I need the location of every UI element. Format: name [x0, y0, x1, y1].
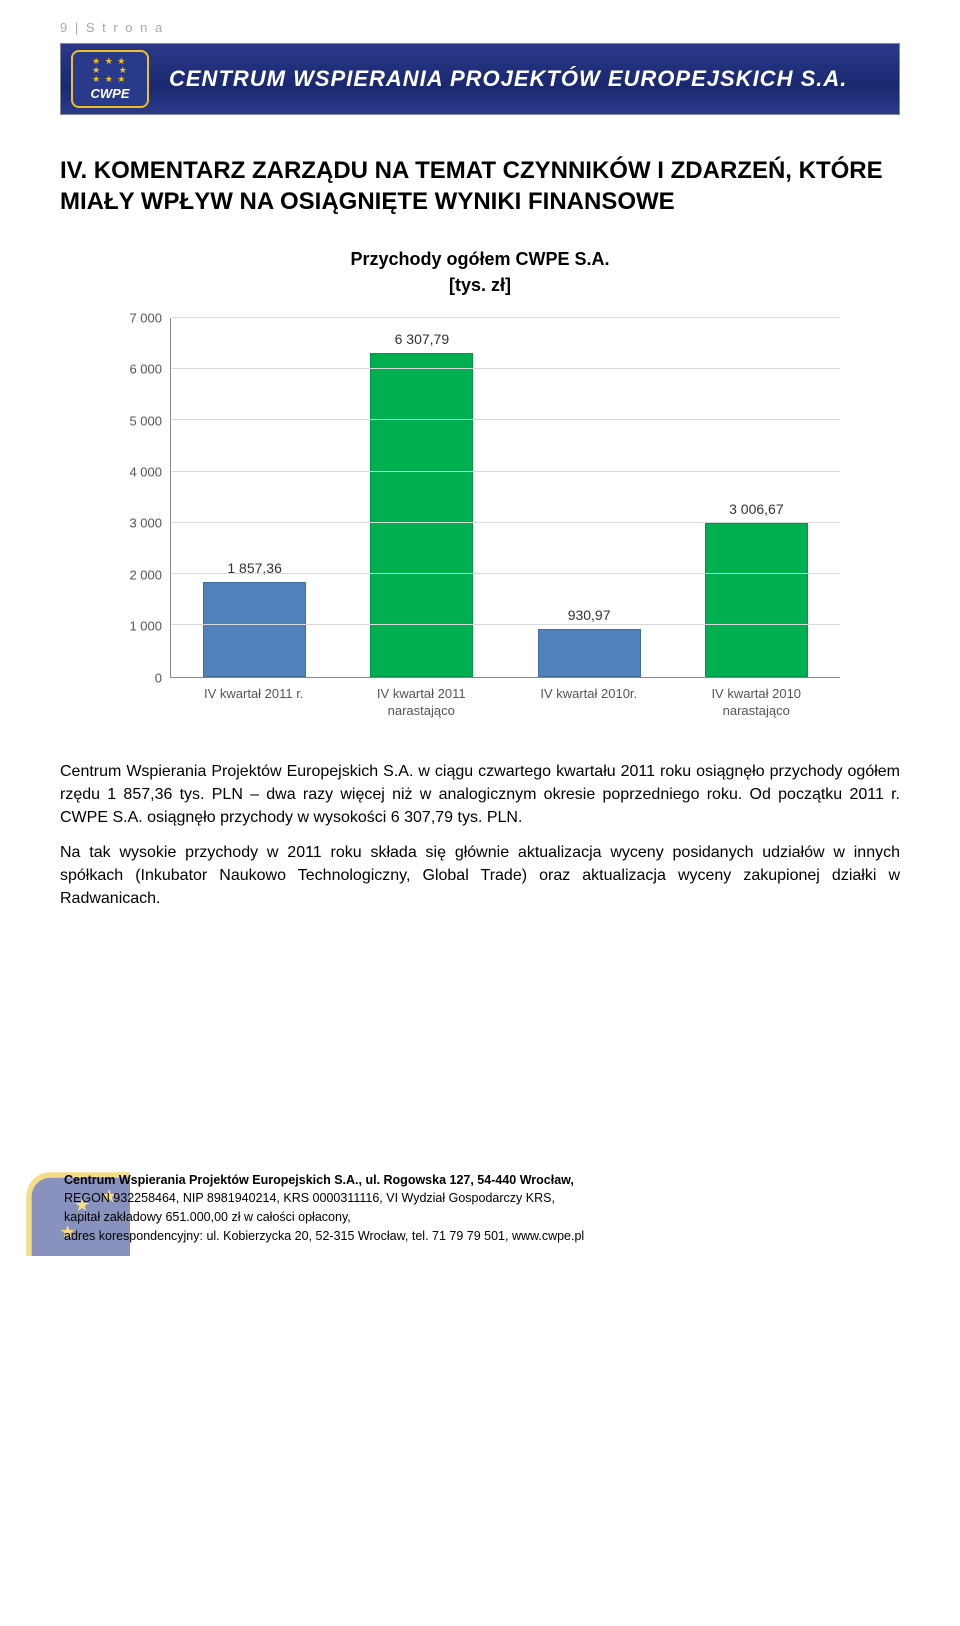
footer-line-1: Centrum Wspierania Projektów Europejskic…: [64, 1171, 900, 1190]
svg-text:★: ★: [128, 1254, 130, 1256]
bar-slot: 930,97: [516, 318, 663, 677]
y-tick: 0: [155, 670, 162, 685]
bar-value-label: 3 006,67: [729, 501, 784, 517]
y-tick: 6 000: [129, 362, 162, 377]
x-tick: IV kwartał 2010narastająco: [683, 686, 830, 720]
header-banner: ★ ★ ★★ ★★ ★ ★ CWPE CENTRUM WSPIERANIA PR…: [60, 43, 900, 115]
logo-badge: ★ ★ ★★ ★★ ★ ★ CWPE: [71, 50, 149, 108]
logo-abbr: CWPE: [91, 86, 130, 101]
footer-line-2: REGON 932258464, NIP 8981940214, KRS 000…: [64, 1189, 900, 1208]
chart-title-line2: [tys. zł]: [449, 275, 511, 295]
bar-chart: 01 0002 0003 0004 0005 0006 0007 000 1 8…: [120, 318, 840, 720]
bar: [203, 582, 306, 677]
footer: ★★★ ★★ ★★★ CWPE Centrum Wspierania Proje…: [60, 1171, 900, 1246]
page-number: 9 | S t r o n a: [60, 20, 900, 35]
chart-title: Przychody ogółem CWPE S.A. [tys. zł]: [60, 247, 900, 297]
grid-line: [171, 624, 840, 625]
y-tick: 2 000: [129, 567, 162, 582]
bar-slot: 1 857,36: [181, 318, 328, 677]
bar-value-label: 930,97: [568, 607, 611, 623]
bar: [538, 629, 641, 677]
svg-text:★: ★: [74, 1254, 90, 1256]
bar: [370, 353, 473, 676]
eu-stars-icon: ★ ★ ★★ ★★ ★ ★: [92, 57, 128, 84]
grid-line: [171, 522, 840, 523]
y-tick: 5 000: [129, 413, 162, 428]
grid-line: [171, 317, 840, 318]
y-tick: 1 000: [129, 619, 162, 634]
footer-org: Centrum Wspierania Projektów Europejskic…: [64, 1173, 359, 1187]
footer-line-4: adres korespondencyjny: ul. Kobierzycka …: [64, 1227, 900, 1246]
grid-line: [171, 573, 840, 574]
grid-line: [171, 471, 840, 472]
chart-title-line1: Przychody ogółem CWPE S.A.: [350, 249, 609, 269]
footer-line-3: kapitał zakładowy 651.000,00 zł w całośc…: [64, 1208, 900, 1227]
paragraph-1: Centrum Wspierania Projektów Europejskic…: [60, 760, 900, 830]
grid-line: [171, 419, 840, 420]
x-tick: IV kwartał 2011narastająco: [348, 686, 495, 720]
section-heading: IV. KOMENTARZ ZARZĄDU NA TEMAT CZYNNIKÓW…: [60, 155, 900, 217]
y-axis: 01 0002 0003 0004 0005 0006 0007 000: [120, 318, 170, 678]
x-tick: IV kwartał 2011 r.: [180, 686, 327, 720]
y-tick: 3 000: [129, 516, 162, 531]
x-tick: IV kwartał 2010r.: [515, 686, 662, 720]
bar-slot: 6 307,79: [348, 318, 495, 677]
bar-slot: 3 006,67: [683, 318, 830, 677]
grid-line: [171, 368, 840, 369]
banner-title: CENTRUM WSPIERANIA PROJEKTÓW EUROPEJSKIC…: [169, 66, 889, 92]
y-tick: 4 000: [129, 465, 162, 480]
paragraph-2: Na tak wysokie przychody w 2011 roku skł…: [60, 841, 900, 911]
x-axis: IV kwartał 2011 r. IV kwartał 2011narasta…: [170, 678, 840, 720]
bar: [705, 523, 808, 677]
bar-value-label: 6 307,79: [395, 331, 450, 347]
plot-area: 1 857,36 6 307,79 930,97 3 006,67: [170, 318, 840, 678]
y-tick: 7 000: [129, 310, 162, 325]
